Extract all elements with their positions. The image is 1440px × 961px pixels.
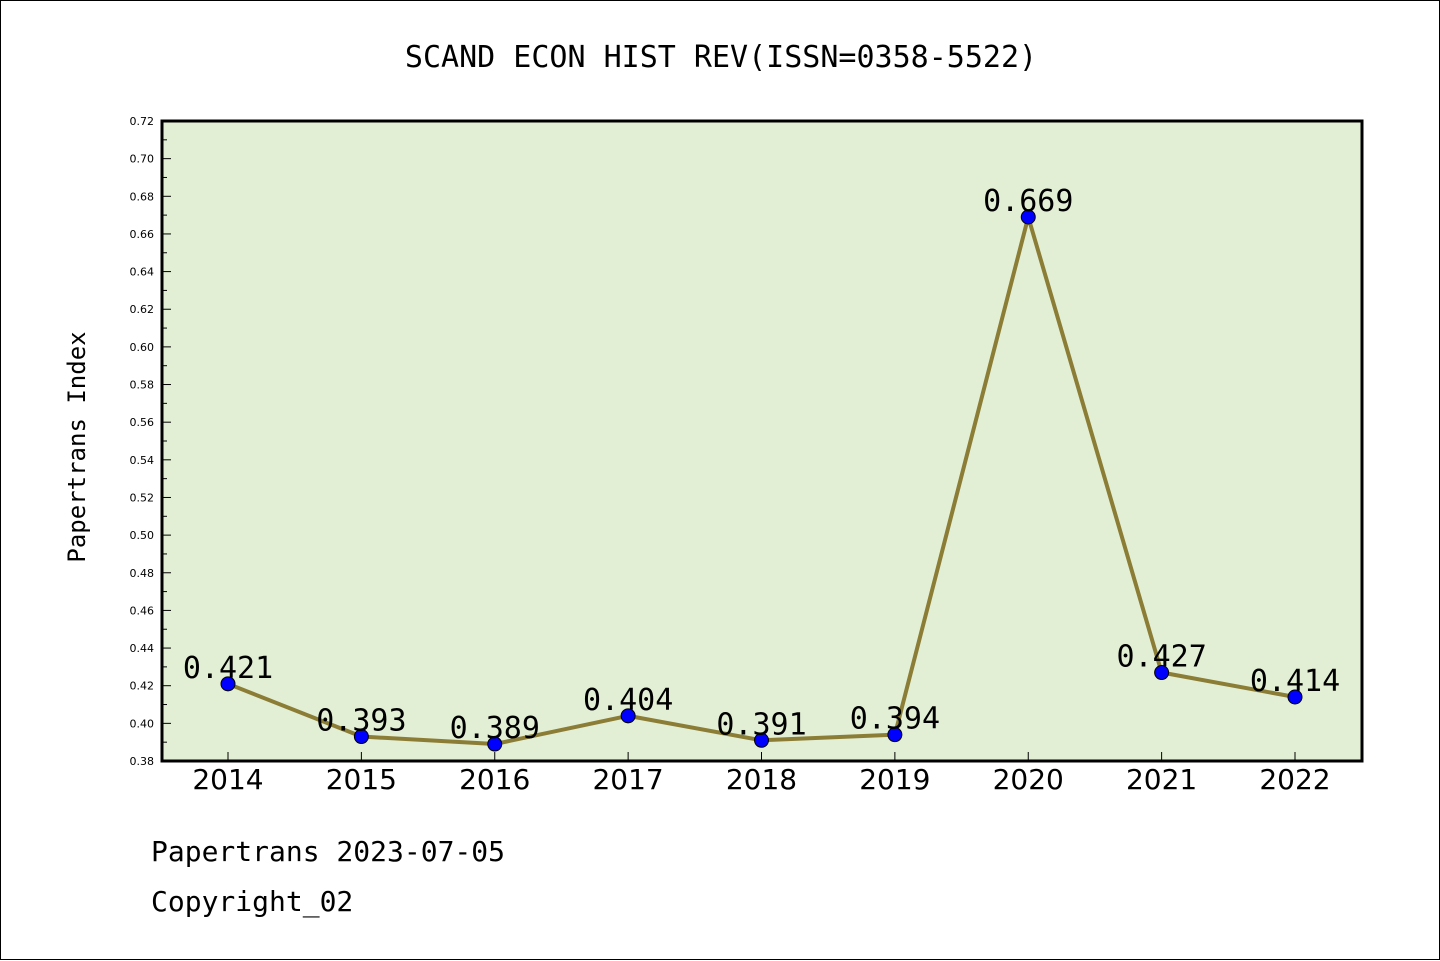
data-point-marker: [1287, 689, 1303, 705]
x-tick-label: 2014: [192, 763, 263, 796]
data-label: 0.389: [450, 711, 540, 746]
data-point-marker: [1154, 665, 1170, 681]
y-axis-label: Papertrans Index: [63, 331, 91, 562]
plot-area: [160, 119, 1364, 763]
x-tick-label: 2017: [592, 763, 663, 796]
data-label: 0.391: [716, 707, 806, 742]
y-tick-label: 0.60: [130, 341, 155, 354]
x-tick-label: 2019: [859, 763, 930, 796]
data-series: 0.421 0.393 0.389 0.404 0.391 0.394 0.669 0.427…: [183, 184, 1340, 752]
y-tick-label: 0.42: [130, 680, 155, 693]
y-tick-label: 0.44: [130, 642, 155, 655]
data-point-marker: [620, 708, 636, 724]
x-axis-ticks: 2014 2015 2016 2017 2018 2019 2020 2021 2022: [192, 752, 1331, 796]
data-label: 0.414: [1250, 664, 1340, 699]
data-label: 0.421: [183, 651, 273, 686]
y-tick-label: 0.66: [130, 228, 155, 241]
data-label: 0.669: [983, 184, 1073, 219]
x-tick-label: 2015: [326, 763, 397, 796]
y-tick-label: 0.72: [130, 115, 155, 128]
data-point-marker: [353, 729, 369, 745]
y-tick-label: 0.40: [130, 717, 155, 730]
data-point-marker: [220, 676, 236, 692]
y-tick-label: 0.52: [130, 491, 155, 504]
x-tick-label: 2022: [1259, 763, 1330, 796]
data-point-marker: [754, 732, 769, 748]
y-tick-label: 0.62: [130, 303, 155, 316]
y-tick-label: 0.68: [130, 190, 155, 203]
chart-title: SCAND ECON HIST REV(ISSN=0358-5522): [405, 40, 1037, 75]
y-tick-label: 0.56: [130, 416, 155, 429]
x-tick-label: 2020: [993, 763, 1064, 796]
data-point-marker: [887, 727, 903, 743]
data-label: 0.404: [583, 683, 673, 718]
x-tick-label: 2018: [726, 763, 797, 796]
data-label: 0.393: [316, 704, 406, 739]
y-tick-label: 0.64: [130, 266, 155, 279]
data-point-marker: [1020, 209, 1036, 225]
footer-date-text: Papertrans 2023-07-05: [151, 835, 506, 868]
y-tick-label: 0.50: [130, 529, 155, 542]
y-tick-label: 0.38: [130, 755, 155, 768]
y-tick-label: 0.70: [130, 153, 155, 166]
y-tick-label: 0.58: [130, 379, 155, 392]
x-tick-label: 2021: [1126, 763, 1197, 796]
footer-copyright-text: Copyright_02: [151, 885, 354, 918]
y-tick-label: 0.46: [130, 604, 155, 617]
x-tick-label: 2016: [459, 763, 530, 796]
data-label: 0.427: [1116, 640, 1206, 675]
y-tick-label: 0.54: [130, 454, 155, 467]
y-axis-ticks: 0.38 0.40 0.42 0.44 0.46 0.48 0.50 0.52 0.54 0.56…: [130, 115, 171, 768]
data-point-marker: [487, 736, 503, 752]
data-label: 0.394: [850, 702, 940, 737]
y-tick-label: 0.48: [130, 567, 155, 580]
